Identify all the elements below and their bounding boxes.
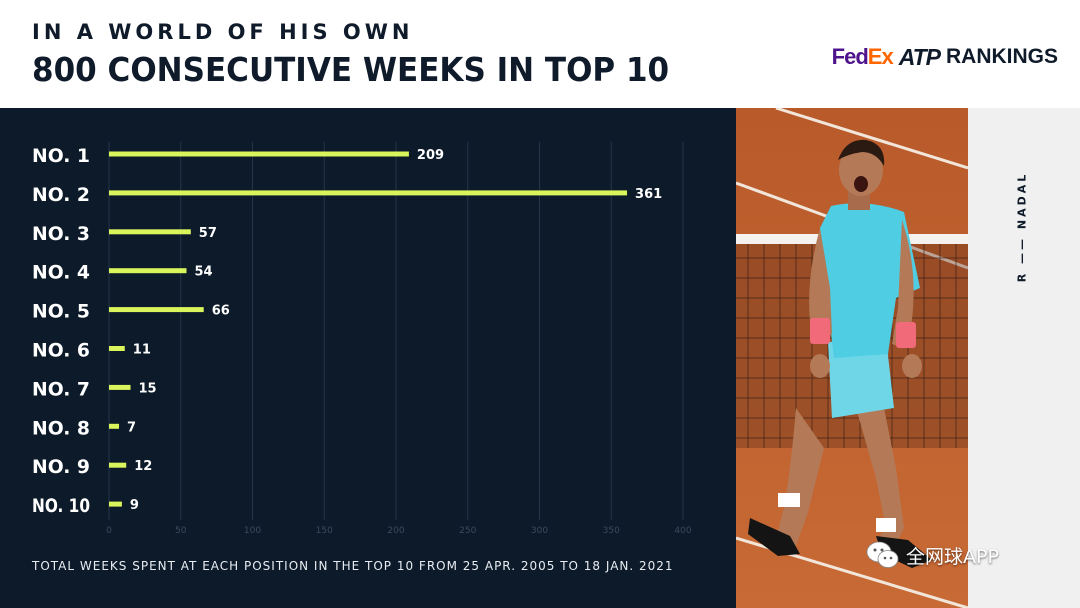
fedex-atp-rankings-logo: Fed Ex ATP RANKINGS — [832, 40, 1058, 74]
data-label: 7 — [127, 420, 136, 435]
data-label: 361 — [635, 187, 662, 202]
player-photo — [736, 108, 968, 608]
x-tick-label: 250 — [459, 526, 476, 536]
data-label: 209 — [417, 148, 444, 163]
x-tick-label: 350 — [603, 526, 620, 536]
data-label: 15 — [139, 381, 157, 396]
bar — [109, 423, 120, 429]
watermark-text: 全网球APP — [906, 545, 999, 568]
data-label: 57 — [199, 226, 217, 241]
court-line — [775, 108, 968, 170]
x-tick-label: 400 — [674, 526, 691, 536]
logo-rankings: RANKINGS — [945, 45, 1058, 68]
data-label: 54 — [194, 265, 212, 280]
category-label: NO. 4 — [32, 262, 90, 284]
bar — [109, 346, 125, 351]
kicker-text: IN A WORLD OF HIS OWN — [32, 20, 414, 44]
category-label: NO. 5 — [32, 301, 90, 323]
bar — [109, 384, 131, 390]
bar — [109, 151, 409, 157]
x-tick-label: 200 — [387, 526, 404, 536]
page-title: 800 CONSECUTIVE WEEKS IN TOP 10 — [32, 50, 670, 89]
data-label: 12 — [134, 459, 152, 474]
side-strip: R —— NADAL — [968, 108, 1080, 608]
category-label: NO. 1 — [32, 145, 90, 167]
logo-ex: Ex — [867, 44, 894, 69]
bar — [109, 307, 204, 313]
category-label: NO. 7 — [32, 378, 90, 400]
category-label: NO. 3 — [32, 223, 90, 245]
x-tick-label: 50 — [175, 526, 187, 536]
watermark: 全网球APP — [866, 540, 999, 570]
x-tick-label: 300 — [531, 526, 548, 536]
player-figure — [748, 139, 932, 568]
bar — [109, 501, 122, 507]
x-tick-label: 0 — [106, 526, 112, 536]
player-illustration — [736, 108, 968, 608]
bar — [109, 190, 628, 196]
bar — [109, 462, 127, 468]
bar — [109, 268, 187, 274]
data-label: 66 — [212, 304, 230, 319]
category-label: NO. 10 — [32, 495, 90, 517]
player-name-vertical: R —— NADAL — [1011, 142, 1033, 312]
bar — [109, 229, 191, 235]
x-tick-label: 100 — [244, 526, 261, 536]
data-label: 11 — [133, 343, 151, 358]
chart-panel: 0 50 100 150 200 250 300 350 400 NO. 1 209 NO. 2 361… — [0, 108, 736, 608]
chart-footnote: TOTAL WEEKS SPENT AT EACH POSITION IN TH… — [32, 559, 674, 573]
category-label: NO. 8 — [32, 417, 90, 439]
logo-fed: Fed — [831, 44, 869, 69]
data-label: 9 — [130, 498, 139, 513]
wechat-icon — [866, 541, 899, 568]
category-label: NO. 9 — [32, 456, 90, 478]
category-label: NO. 6 — [32, 340, 90, 362]
category-label: NO. 2 — [32, 184, 90, 206]
bar-chart: 0 50 100 150 200 250 300 350 400 NO. 1 209 NO. 2 361… — [32, 142, 692, 536]
x-tick-label: 150 — [316, 526, 333, 536]
logo-atp: ATP — [898, 43, 941, 70]
header: IN A WORLD OF HIS OWN 800 CONSECUTIVE WE… — [0, 0, 1080, 108]
player-name: R —— NADAL — [1015, 171, 1029, 283]
